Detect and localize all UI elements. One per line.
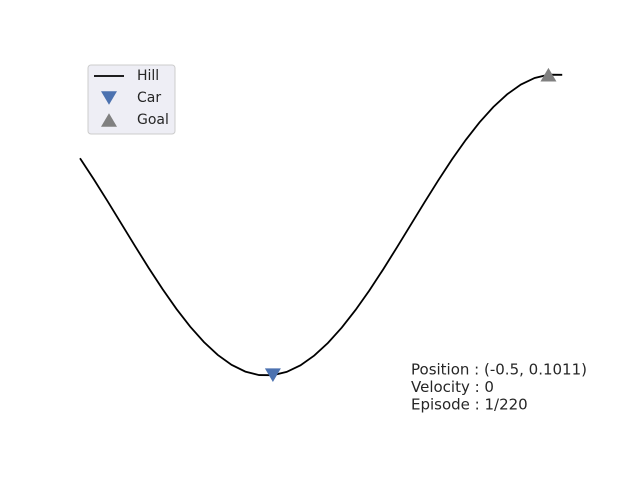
status-text: Position : (-0.5, 0.1011) bbox=[411, 361, 587, 379]
legend-label: Goal bbox=[137, 112, 169, 128]
legend-label: Car bbox=[137, 90, 161, 106]
goal-marker bbox=[540, 67, 557, 82]
car-marker bbox=[264, 368, 281, 382]
hill-line bbox=[79, 73, 563, 377]
legend-label: Hill bbox=[137, 68, 159, 84]
legend-marker bbox=[101, 113, 117, 127]
status-text: Episode : 1/220 bbox=[411, 396, 528, 414]
legend-marker bbox=[101, 91, 117, 105]
status-text: Velocity : 0 bbox=[411, 378, 494, 396]
